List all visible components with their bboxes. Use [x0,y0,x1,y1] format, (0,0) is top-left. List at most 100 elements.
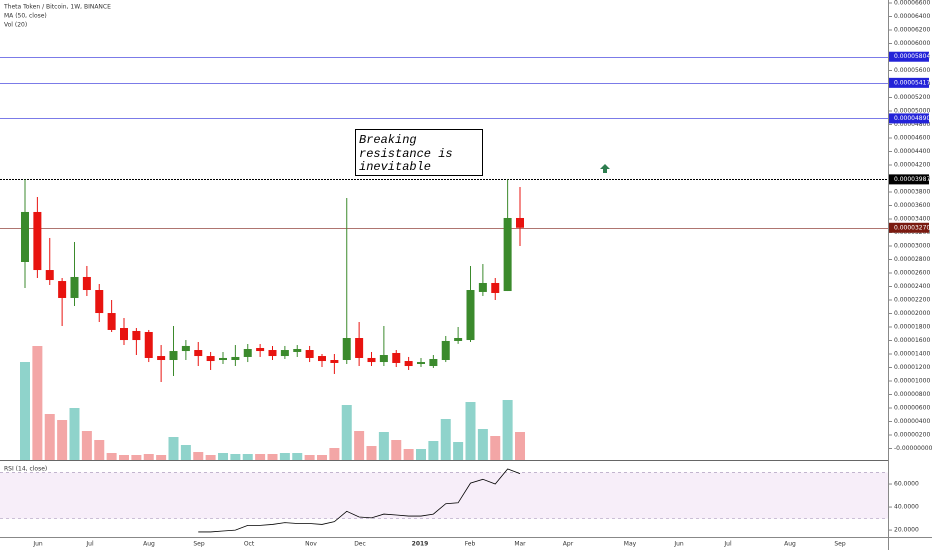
candle-body [144,331,153,358]
candle-body [280,350,289,357]
volume-bar [292,453,303,460]
candle-body [206,356,215,362]
volume-bar [32,346,43,460]
y-tick-label: 0.00005000 [894,108,930,115]
volume-bar [416,449,426,460]
volume-bar [341,405,352,460]
x-tick-label: Mar [514,541,526,548]
candle-body [33,211,42,271]
x-tick-label: Jul [85,541,94,548]
candle-body [45,270,54,281]
volume-bar [317,455,327,460]
candle-body [392,352,401,363]
level-label-box [889,113,929,124]
candle-body [305,350,314,358]
y-tick-label: 0.00000800 [894,391,930,398]
candle-body [243,349,252,357]
candle-body [293,349,302,352]
y-tick-label: 0.00000200 [894,432,930,439]
candle-body [120,328,128,341]
y-tick-label: -0.00000000 [894,445,932,452]
x-tick-label: Nov [305,541,317,548]
x-tick-label: Aug [143,541,155,548]
volume-bar [279,453,290,460]
volume-bar [477,429,488,460]
level-label: 0.00003987 [894,176,930,183]
y-tick-label: 0.00001800 [894,324,930,331]
volume-bar [205,455,216,460]
candle-body [454,338,463,341]
candle-body [404,361,413,367]
x-tick-label: Jun [32,541,43,548]
y-tick-label: 0.00004200 [894,162,930,169]
volume-bar [304,455,315,460]
candle-body [478,282,487,292]
annotation-box [355,129,483,176]
volume-bar [453,442,464,460]
volume-bar [267,454,278,460]
y-tick-label: 0.00001000 [894,378,930,385]
y-tick-label: 0.00000600 [894,405,930,412]
candle-body [330,360,339,363]
x-tick-label: Oct [244,541,255,548]
volume-bar [143,454,154,460]
candle-body [194,350,203,357]
y-tick-label: 0.00001400 [894,351,930,358]
volume-bar [119,455,129,460]
volume-bar [391,440,402,460]
level-label-box [889,77,929,88]
volume-bar [131,455,142,460]
volume-bar [428,441,439,460]
candle-body [503,217,512,292]
volume-bar [218,453,228,460]
candle-body [181,345,190,352]
x-tick-label: Apr [563,541,574,548]
volume-bar [180,445,191,460]
indicator-label: MA (50, close) [4,13,47,20]
candle-body [491,282,500,293]
x-tick-label: Sep [834,541,846,548]
volume-bar [242,454,253,460]
candle-body [466,290,475,341]
volume-bar [57,420,68,460]
y-tick-label: 0.00000400 [894,418,930,425]
x-tick-label: Sep [193,541,205,548]
y-tick-label: 0.00006400 [894,13,930,20]
rsi-band [0,472,888,519]
x-tick-label: Jun [673,541,684,548]
volume-bar [440,419,451,460]
volume-bar [230,454,241,460]
level-label: 0.00005804 [894,53,930,60]
candle-body [256,347,265,352]
candle-body [219,357,227,361]
y-tick-label: 0.00003400 [894,216,930,223]
volume-bar [193,452,204,460]
y-tick-label: 0.00002800 [894,256,930,263]
y-tick-label: 0.00005200 [894,94,930,101]
candle-body [367,357,376,363]
volume-bar [515,432,525,460]
x-tick-label: Aug [784,541,796,548]
volume-bar [20,362,30,460]
volume-bar [69,408,80,460]
y-tick-label: 0.00002400 [894,283,930,290]
candle-body [95,290,104,314]
candle-body [516,217,524,228]
x-tick-label: Feb [465,541,476,548]
level-label-box [889,51,929,62]
candle-body [342,338,351,361]
x-tick-label: Dec [354,541,366,548]
level-label: 0.00005417 [894,79,930,86]
y-tick-label: 0.00005600 [894,67,930,74]
candle-body [132,330,141,341]
y-tick-label: 0.00006000 [894,40,930,47]
level-label-box [889,222,929,233]
candle-body [355,338,364,358]
volume-bar [502,400,513,460]
volume-bar [44,414,55,460]
candle-body [429,358,438,367]
annotation-text: Breaking [359,133,417,147]
volume-bar [255,454,266,460]
y-tick-label: 0.00001200 [894,364,930,371]
